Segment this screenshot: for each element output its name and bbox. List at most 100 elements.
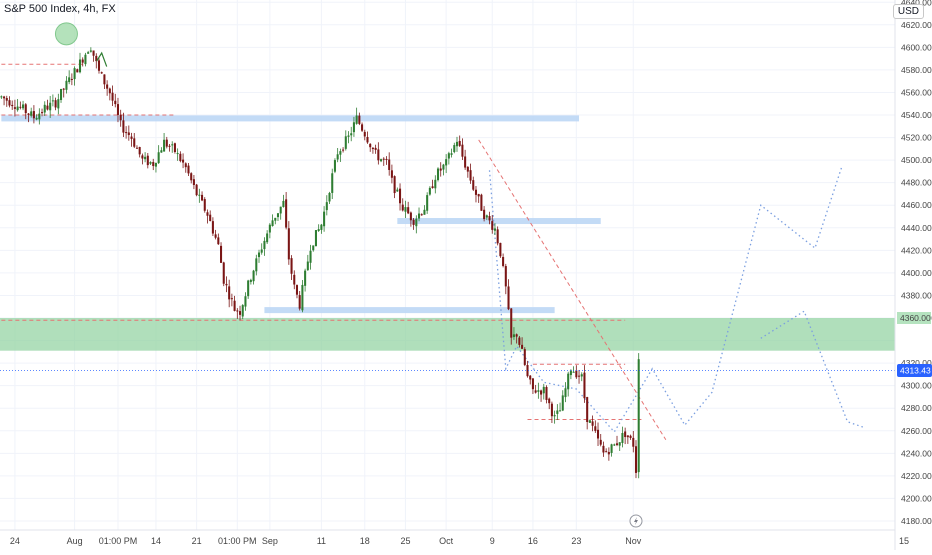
candle-body — [152, 162, 155, 167]
candle-body — [371, 147, 374, 150]
candle-body — [396, 189, 399, 192]
candle-body — [317, 229, 320, 231]
candle-body — [127, 132, 130, 136]
arrow-marker — [96, 51, 108, 67]
candle-body — [225, 283, 228, 286]
flash-icon-glyph — [633, 517, 638, 525]
candle-body — [176, 153, 179, 155]
candle-body — [621, 433, 624, 443]
candle-body — [412, 219, 415, 225]
level-line — [1, 115, 580, 122]
candle-body — [54, 100, 57, 108]
level-line — [397, 218, 601, 225]
candle-body — [230, 298, 233, 300]
candle-body — [355, 115, 358, 124]
candle-body — [78, 59, 82, 73]
candle-body — [491, 221, 494, 230]
candle-body — [472, 180, 475, 190]
candle-body — [428, 187, 431, 195]
candle-body — [564, 388, 567, 398]
candle-body — [32, 111, 35, 119]
candle-body — [76, 69, 79, 73]
candle-body — [84, 54, 87, 65]
price-axis[interactable] — [895, 0, 932, 550]
candle-body — [173, 143, 176, 152]
candle-body — [106, 84, 109, 89]
candle-body — [523, 349, 526, 365]
candle-body — [125, 132, 128, 134]
candle-body — [415, 218, 418, 227]
chart-title: S&P 500 Index, 4h, FX — [4, 3, 116, 15]
time-tick-label: Oct — [439, 536, 454, 546]
candle-body — [249, 279, 252, 282]
price-tick-label: 4200.00 — [901, 493, 932, 503]
price-tick-label: 4280.00 — [901, 403, 932, 413]
candle-body — [458, 140, 461, 146]
candle-body — [73, 68, 76, 80]
candle-body — [51, 100, 54, 102]
candle-body — [466, 166, 469, 172]
candle-body — [95, 55, 98, 62]
candle-body — [301, 284, 304, 311]
candle-body — [504, 266, 507, 287]
candle-body — [108, 88, 111, 94]
candle-body — [586, 397, 589, 422]
candle-body — [320, 224, 323, 230]
candle-body — [268, 224, 271, 233]
candle-body — [361, 124, 364, 131]
candle-body — [3, 96, 6, 99]
candle-body — [493, 228, 496, 231]
dashed-trend-line — [478, 139, 667, 441]
candle-body — [184, 163, 187, 168]
candle-body — [135, 147, 138, 149]
candle-body — [399, 188, 402, 204]
candle-body — [119, 114, 122, 121]
candle-body — [257, 252, 261, 258]
candle-body — [423, 209, 426, 215]
candle-body — [206, 212, 209, 216]
candle-body — [407, 207, 410, 214]
candle-body — [171, 144, 174, 146]
candle-body — [431, 186, 434, 189]
time-tick-label: 25 — [400, 536, 410, 546]
candle-body — [344, 136, 347, 149]
candle-body — [374, 147, 377, 150]
candle-body — [629, 435, 632, 438]
price-tick-label: 4440.00 — [901, 223, 932, 233]
candle-body — [114, 100, 117, 105]
time-tick-label: 21 — [192, 536, 202, 546]
candle-body — [542, 386, 545, 394]
candle-body — [404, 207, 407, 212]
candle-body — [198, 194, 201, 196]
candle-body — [502, 256, 505, 266]
candle-body — [588, 420, 591, 423]
candle-body — [445, 159, 448, 166]
candle-body — [92, 50, 95, 56]
candle-body — [531, 378, 534, 390]
candle-body — [599, 439, 602, 445]
price-tick-label: 4640.00 — [901, 0, 932, 7]
candle-body — [168, 145, 171, 147]
candle-body — [304, 270, 307, 286]
candle-body — [179, 153, 182, 162]
candle-body — [537, 390, 540, 392]
candle-body — [201, 194, 204, 201]
candle-body — [417, 213, 421, 219]
candle-body — [81, 59, 84, 63]
candle-body — [464, 156, 467, 168]
candle-body — [160, 150, 163, 153]
price-tick-label: 4240.00 — [901, 448, 932, 458]
candle-body — [122, 120, 125, 133]
currency-button[interactable]: USD — [892, 4, 924, 19]
candle-body — [211, 221, 214, 234]
candle-body — [485, 215, 488, 218]
candle-body — [607, 451, 610, 455]
candle-body — [24, 104, 27, 114]
candle-body — [624, 431, 627, 438]
candle-body — [499, 242, 502, 257]
candle-body — [13, 107, 16, 109]
candle-body — [38, 113, 41, 120]
candle-body — [352, 122, 355, 133]
